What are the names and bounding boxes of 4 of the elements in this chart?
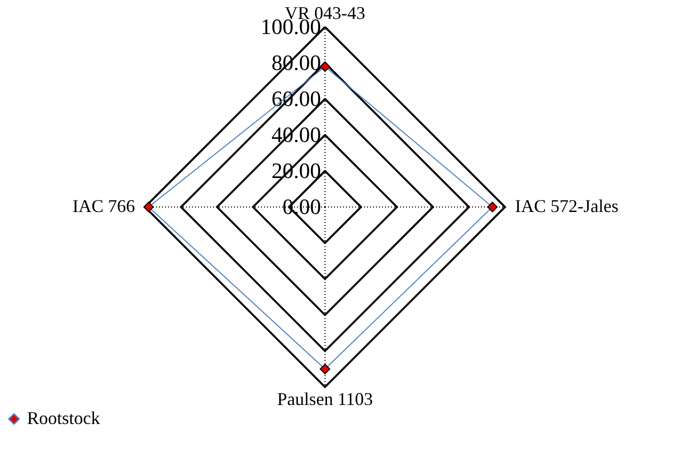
spoke-label: IAC 766 <box>72 196 135 216</box>
spoke-label: IAC 572-Jales <box>515 196 618 216</box>
spoke-label: Paulsen 1103 <box>277 389 373 409</box>
legend-label: Rootstock <box>27 408 100 428</box>
